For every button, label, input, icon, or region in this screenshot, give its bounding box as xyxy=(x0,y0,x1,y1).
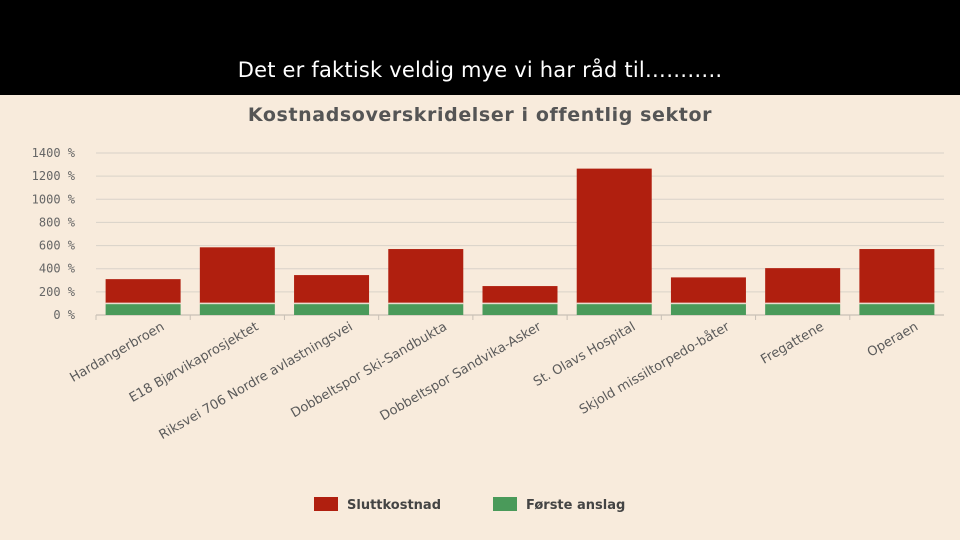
bar-sluttkostnad xyxy=(199,247,275,304)
bar-forste-anslag xyxy=(482,304,558,315)
y-tick-label: 1200 % xyxy=(32,169,76,183)
bar-forste-anslag xyxy=(576,304,652,315)
y-tick-label: 400 % xyxy=(39,262,76,276)
bar-sluttkostnad xyxy=(105,279,181,304)
y-tick-label: 600 % xyxy=(39,239,76,253)
category-label: Dobbeltspor Ski-Sandbukta xyxy=(289,319,450,421)
bar-sluttkostnad xyxy=(765,268,841,304)
y-tick-label: 200 % xyxy=(39,285,76,299)
legend-swatch xyxy=(314,497,338,511)
legend-label: Første anslag xyxy=(526,498,625,513)
bar-sluttkostnad xyxy=(670,277,746,304)
bar-forste-anslag xyxy=(199,304,275,315)
chart-title: Kostnadsoverskridelser i offentlig sekto… xyxy=(248,104,712,126)
y-tick-label: 0 % xyxy=(53,308,75,322)
category-label: Skjold missiltorpedo-båter xyxy=(577,319,733,418)
legend-label: Sluttkostnad xyxy=(347,498,441,513)
bar-sluttkostnad xyxy=(388,249,464,304)
y-axis-ticks: 0 % 200 % 400 % 600 % 800 % 1000 % 1200 % 1400 … xyxy=(32,146,76,322)
bar-forste-anslag xyxy=(105,304,181,315)
category-label: Riksvei 706 Nordre avlastningsvei xyxy=(157,319,356,443)
slide-title: Det er faktisk veldig mye vi har råd til… xyxy=(237,58,723,82)
bar-forste-anslag xyxy=(859,304,935,315)
bar-forste-anslag xyxy=(294,304,370,315)
category-label: Fregattene xyxy=(758,319,826,367)
y-tick-label: 800 % xyxy=(39,215,76,229)
y-tick-label: 1400 % xyxy=(32,146,76,160)
chart-panel: Kostnadsoverskridelser i offentlig sekto… xyxy=(0,95,960,540)
legend: Sluttkostnad Første anslag xyxy=(314,497,625,513)
bar-sluttkostnad xyxy=(576,168,652,304)
y-tick-label: 1000 % xyxy=(32,192,76,206)
bar-forste-anslag xyxy=(670,304,746,315)
category-label: Operaen xyxy=(865,319,921,360)
bar-sluttkostnad xyxy=(294,275,370,304)
legend-swatch xyxy=(493,497,517,511)
bar-sluttkostnad xyxy=(859,249,935,304)
bar-sluttkostnad xyxy=(482,286,558,304)
bars xyxy=(105,168,935,315)
bar-forste-anslag xyxy=(765,304,841,315)
category-label: Hardangerbroen xyxy=(67,319,167,385)
category-label: Dobbeltspor Sandvika-Asker xyxy=(378,319,545,424)
bar-chart: Kostnadsoverskridelser i offentlig sekto… xyxy=(32,104,944,513)
bar-forste-anslag xyxy=(388,304,464,315)
